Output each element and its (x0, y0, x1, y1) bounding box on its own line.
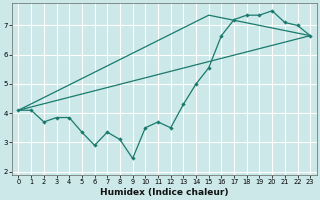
X-axis label: Humidex (Indice chaleur): Humidex (Indice chaleur) (100, 188, 228, 197)
